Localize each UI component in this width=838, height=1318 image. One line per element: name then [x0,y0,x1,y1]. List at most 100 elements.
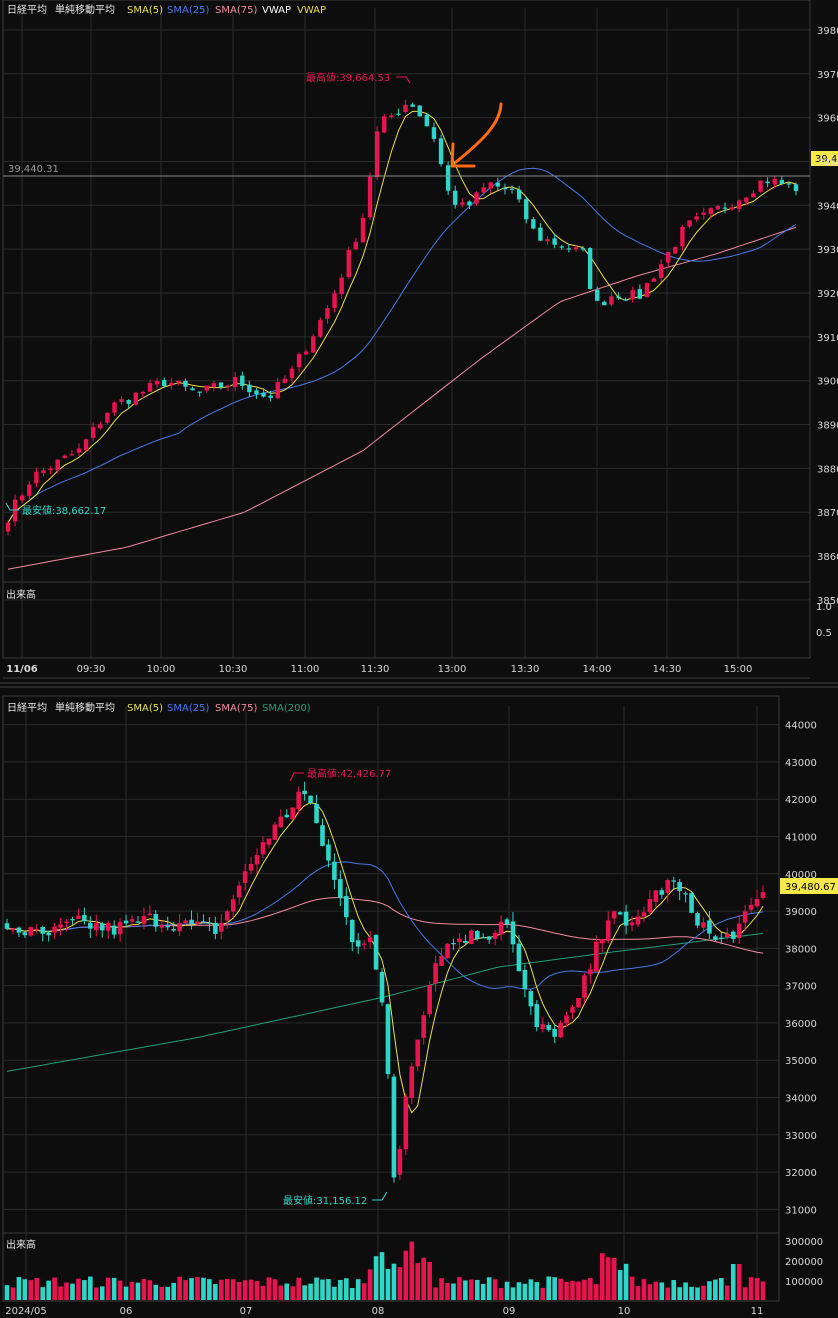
bottom-volume-bar [28,1280,34,1300]
top-candle [694,216,699,220]
bottom-candle [326,844,331,861]
top-indicator-title: 単純移動平均 [55,3,115,16]
top-vol-tick-1: 1.0 [816,602,832,613]
bottom-candle [457,938,462,942]
bottom-volume-bar [486,1277,492,1300]
bottom-candle [719,937,724,939]
top-legend-vwap: VWAP [262,5,291,16]
bottom-candle [409,1066,415,1098]
bottom-candle [510,921,516,945]
bottom-candle [677,882,682,891]
bottom-candle [641,912,647,917]
top-candle [197,391,202,393]
bottom-candle [391,1076,397,1178]
top-candle [673,247,678,254]
bottom-volume-bar [153,1284,159,1300]
top-ytick-label: 3960 [817,114,838,125]
top-legend-sma5: SMA(5) [127,5,163,16]
top-candle [325,308,330,319]
top-ytick-label: 3860 [817,552,838,563]
bottom-candle [195,921,200,925]
bottom-volume-bar [159,1286,165,1300]
bottom-volume-bar [552,1277,557,1300]
bottom-volume-bar [754,1277,760,1300]
top-candle [240,375,245,386]
top-candle [453,190,458,205]
top-candle [282,378,288,383]
top-candle [176,380,181,383]
bottom-candle [599,939,605,944]
bottom-candle [344,896,349,918]
top-candle [488,182,493,189]
top-candle [573,247,579,250]
bottom-candle [296,791,301,810]
bottom-indicator-title: 単純移動平均 [55,701,115,714]
bottom-volume-bar [730,1264,736,1300]
bottom-volume-bar [70,1283,75,1300]
bottom-volume-bar [695,1287,700,1300]
bottom-candle [492,932,498,939]
bottom-legend-sma25: SMA(25) [167,703,209,714]
bottom-volume-bar [195,1277,200,1300]
top-ytick-label: 3900 [817,377,838,388]
bottom-candle [361,943,367,945]
bottom-candle [64,921,69,924]
bottom-sma5-path [6,802,764,1114]
top-candle [183,380,188,387]
bottom-candle [564,1015,569,1024]
top-candle [403,104,408,112]
top-candle [616,296,621,298]
bottom-volume-bar [52,1277,57,1300]
top-candle [531,219,536,229]
bottom-candle [736,923,742,938]
bottom-candle [82,914,87,922]
bottom-volume-bar [403,1250,409,1300]
bottom-volume-bar [111,1277,117,1300]
bottom-xtick-label: 06 [120,1306,133,1317]
top-ytick-label: 3930 [817,245,838,256]
bottom-volume-bar [421,1257,426,1300]
bottom-volume-bar [409,1241,415,1300]
bottom-volume-bar [736,1264,742,1300]
top-candle [48,468,53,471]
bottom-candle [671,880,677,882]
bottom-candle [463,940,468,943]
bottom-volume-bar [236,1281,242,1300]
bottom-candle [385,1004,391,1075]
bottom-candle [552,1028,557,1037]
bottom-legend-sma200: SMA(200) [262,703,311,714]
bottom-y-axis: 44000 43000 42000 41000 40000 39000 38000 37000… [785,721,817,1217]
top-candle [133,392,138,405]
top-candle [289,368,295,379]
bottom-volume-bar [213,1284,218,1300]
bottom-volume-bar [266,1277,272,1300]
bottom-ytick-label: 31000 [785,1205,817,1216]
bottom-legend-sma75: SMA(75) [215,703,257,714]
bottom-volume-bar [4,1285,10,1300]
bottom-volume-bar [451,1283,456,1300]
bottom-volume-bar [433,1287,438,1300]
bottom-volume-bar [641,1279,647,1300]
bottom-candle [284,814,290,818]
bottom-candle [129,919,135,922]
top-candle [112,402,117,413]
bottom-volume-bar [498,1287,504,1300]
bottom-candle [653,890,659,902]
top-candle [275,382,280,399]
bottom-title: 日経平均 [7,701,47,714]
bottom-candle [213,922,218,934]
bottom-volume-bar [701,1285,706,1300]
bottom-volume-bar [647,1284,653,1300]
bottom-volume-bar [16,1276,22,1300]
bottom-volume-bar [367,1269,373,1300]
top-candle [559,246,564,248]
bottom-candle [159,924,165,928]
top-candle [772,178,777,185]
bottom-volume-bar [278,1285,284,1300]
bottom-candle [46,932,51,936]
bottom-ytick-label: 33000 [785,1131,817,1142]
bottom-volume-bar [653,1281,659,1300]
bottom-ytick-label: 43000 [785,758,817,769]
bottom-candle [207,922,212,924]
bottom-candle [28,927,34,936]
